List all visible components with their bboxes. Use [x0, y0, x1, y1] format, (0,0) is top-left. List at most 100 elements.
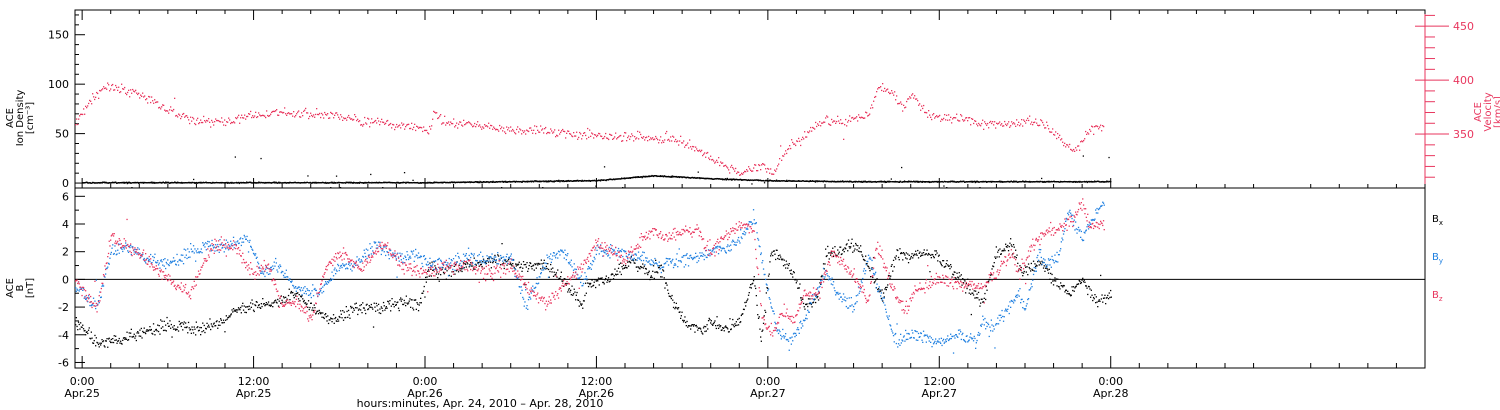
data-point [137, 182, 139, 184]
data-point [537, 262, 540, 265]
data-point [360, 309, 362, 311]
data-point [154, 253, 156, 255]
data-point [185, 115, 187, 117]
data-point [391, 127, 393, 129]
data-point [241, 241, 243, 243]
data-point [203, 243, 205, 245]
data-point [797, 140, 799, 143]
data-point [635, 138, 637, 140]
data-point [193, 178, 195, 181]
data-point [351, 118, 353, 120]
data-point [412, 307, 414, 309]
data-point [481, 265, 483, 268]
data-point [790, 147, 792, 150]
data-point [995, 246, 997, 248]
data-point [600, 277, 602, 279]
data-point [460, 268, 462, 270]
data-point [917, 249, 919, 252]
data-point [1060, 139, 1062, 141]
data-point [148, 329, 150, 331]
data-point [280, 272, 282, 274]
data-point [345, 306, 347, 308]
data-point [712, 323, 715, 325]
data-point [1082, 141, 1084, 143]
data-point [955, 278, 957, 280]
data-point [133, 90, 135, 92]
data-point [417, 257, 419, 259]
data-point [315, 113, 317, 116]
data-point [486, 260, 488, 262]
data-point [528, 130, 530, 133]
data-point [1024, 181, 1026, 183]
data-point [625, 132, 627, 134]
data-point [802, 302, 805, 305]
data-point [380, 306, 382, 308]
data-point [815, 121, 817, 124]
data-point [184, 326, 186, 329]
data-point [778, 258, 780, 260]
data-point [993, 262, 995, 264]
data-point [140, 327, 142, 330]
data-point [907, 253, 909, 255]
data-point [416, 125, 418, 127]
data-point [88, 327, 90, 329]
data-point [729, 172, 731, 174]
data-point [557, 135, 559, 137]
data-point [139, 329, 141, 331]
data-point [1100, 124, 1102, 126]
data-point [263, 303, 265, 305]
data-point [384, 123, 386, 125]
data-point [309, 306, 311, 309]
data-point [343, 311, 345, 313]
data-point [823, 268, 825, 270]
data-point [686, 320, 688, 323]
data-point [900, 101, 902, 103]
data-point [629, 261, 631, 263]
data-point [162, 259, 165, 261]
data-point [745, 171, 747, 173]
data-point [1083, 139, 1085, 142]
data-point [563, 278, 565, 280]
data-point [585, 292, 587, 294]
data-point [285, 276, 287, 278]
data-point [482, 260, 484, 263]
data-point [124, 246, 126, 248]
data-point [1079, 149, 1081, 151]
data-point [1026, 119, 1028, 121]
data-point [665, 132, 667, 135]
data-point [357, 309, 360, 311]
data-point [303, 299, 305, 302]
data-point [303, 110, 305, 112]
data-point [1108, 292, 1110, 294]
data-point [117, 243, 120, 245]
data-point [146, 257, 148, 260]
data-point [760, 340, 762, 342]
data-point [567, 289, 570, 291]
data-point [846, 125, 848, 127]
data-point [577, 299, 580, 301]
data-point [137, 252, 140, 254]
data-point [270, 305, 272, 307]
data-point [327, 315, 329, 317]
data-point [247, 240, 249, 242]
data-point [386, 120, 388, 122]
data-point [722, 327, 724, 329]
data-point [1044, 270, 1046, 272]
data-point [559, 277, 561, 280]
data-point [363, 307, 365, 309]
data-point [753, 167, 755, 169]
data-point [993, 124, 995, 126]
data-point [953, 271, 955, 273]
data-point [330, 187, 332, 189]
data-point [371, 306, 373, 309]
data-point [482, 126, 484, 128]
data-point [920, 255, 922, 257]
data-point [381, 307, 383, 309]
data-point [890, 92, 892, 94]
data-point [617, 267, 620, 269]
data-point [130, 244, 132, 247]
data-point [824, 121, 826, 123]
data-point [817, 299, 820, 301]
data-point [718, 157, 720, 159]
data-point [185, 322, 187, 324]
